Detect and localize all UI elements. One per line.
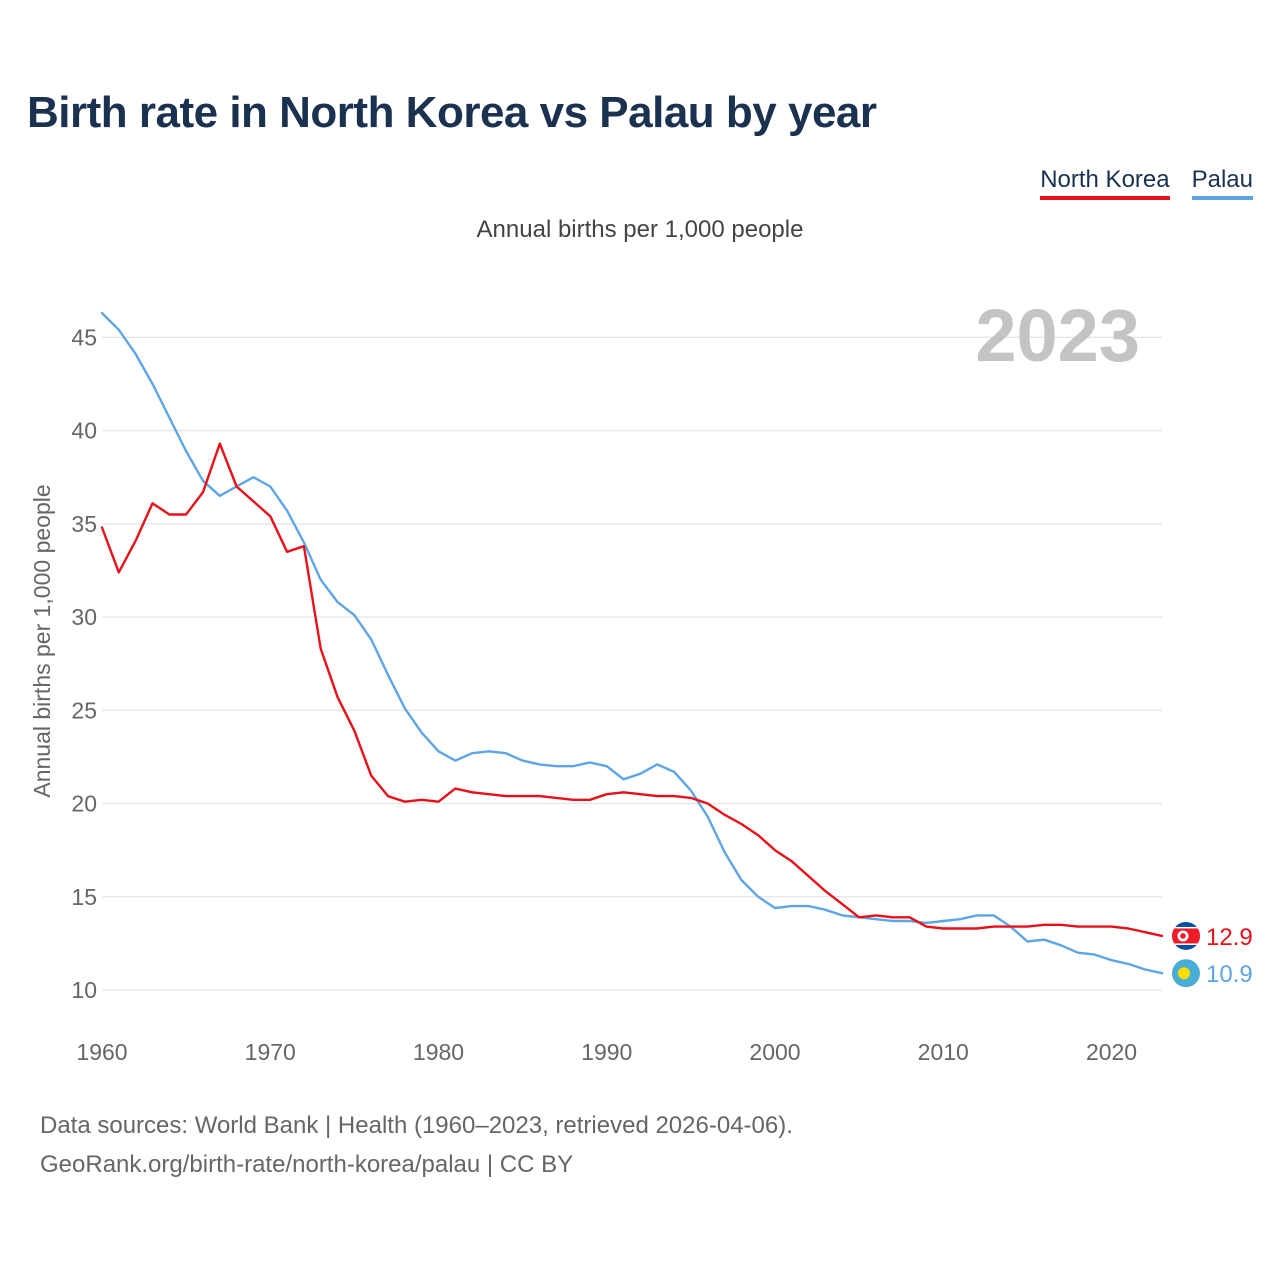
y-tick-label-40: 40	[71, 418, 97, 444]
palau-flag-icon	[1172, 959, 1200, 988]
y-tick-label-20: 20	[71, 791, 97, 817]
chart-subtitle: Annual births per 1,000 people	[476, 216, 804, 243]
series-line-north-korea[interactable]	[100, 442, 1164, 938]
y-tick-label-30: 30	[71, 604, 97, 630]
y-tick-label-10: 10	[71, 977, 97, 1003]
y-tick-label-35: 35	[71, 511, 97, 537]
y-tick-label-25: 25	[71, 697, 97, 723]
footer: Data sources: World Bank | Health (1960–…	[40, 1106, 793, 1184]
x-tick-label-1960: 1960	[76, 1039, 127, 1065]
year-label: 2023	[975, 294, 1140, 377]
legend: North Korea Palau	[1040, 166, 1253, 200]
x-tick-label-2010: 2010	[918, 1039, 969, 1065]
y-tick-label-45: 45	[71, 324, 97, 350]
attribution-note: GeoRank.org/birth-rate/north-korea/palau…	[40, 1151, 574, 1178]
x-tick-label-2020: 2020	[1086, 1039, 1137, 1065]
chart-title: Birth rate in North Korea vs Palau by ye…	[27, 88, 877, 137]
north-korea-flag-icon	[1172, 921, 1200, 950]
y-axis-title: Annual births per 1,000 people	[29, 484, 55, 797]
x-tick-label-1970: 1970	[245, 1039, 296, 1065]
x-tick-label-1980: 1980	[413, 1039, 464, 1065]
x-tick-label-2000: 2000	[749, 1039, 800, 1065]
end-label-palau: 10.9	[1206, 961, 1253, 988]
y-tick-label-15: 15	[71, 884, 97, 910]
end-label-north-korea: 12.9	[1206, 924, 1253, 951]
legend-item-north-korea[interactable]: North Korea	[1040, 166, 1170, 200]
series-line-palau[interactable]	[100, 311, 1164, 975]
legend-item-palau[interactable]: Palau	[1191, 166, 1253, 200]
data-sources-note: Data sources: World Bank | Health (1960–…	[40, 1112, 793, 1139]
x-tick-label-1990: 1990	[581, 1039, 632, 1065]
